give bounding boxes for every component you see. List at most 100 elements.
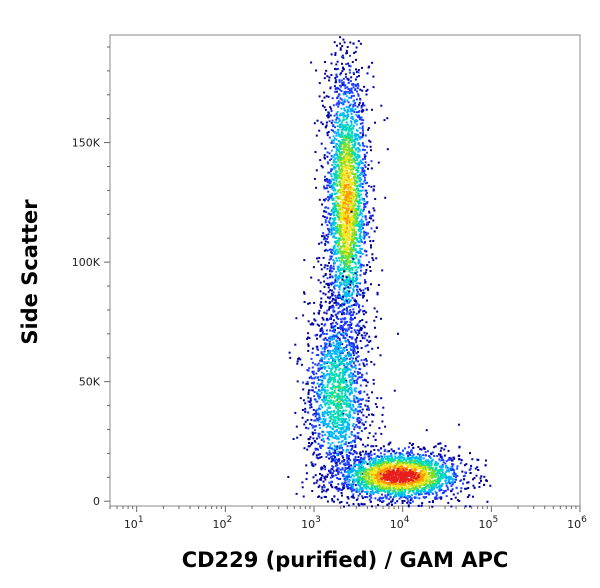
event-point — [340, 436, 343, 439]
event-point — [338, 212, 341, 215]
event-point — [317, 413, 320, 416]
event-point — [342, 237, 345, 240]
event-point — [353, 189, 356, 192]
event-point — [328, 194, 331, 197]
event-point — [346, 362, 349, 365]
event-point — [342, 229, 345, 231]
event-point — [329, 355, 332, 357]
event-point — [358, 421, 361, 424]
event-point — [319, 330, 322, 332]
event-point — [358, 179, 361, 182]
event-point — [351, 236, 354, 239]
event-point — [366, 405, 369, 408]
event-point — [329, 248, 332, 251]
event-point — [336, 116, 339, 119]
event-point — [341, 162, 344, 165]
event-point — [346, 86, 349, 89]
event-point — [347, 211, 350, 214]
event-point — [312, 371, 314, 374]
event-point — [310, 406, 313, 409]
event-point — [351, 234, 353, 237]
event-point — [330, 452, 332, 455]
event-point — [372, 75, 375, 78]
event-point — [349, 347, 352, 350]
event-point — [352, 276, 355, 279]
event-point — [345, 286, 347, 289]
event-point — [324, 293, 327, 296]
event-point — [328, 343, 331, 346]
event-point — [343, 225, 346, 228]
event-point — [337, 195, 340, 198]
event-point — [357, 202, 360, 205]
event-point — [357, 177, 360, 180]
event-point — [308, 442, 310, 444]
event-point — [359, 88, 362, 91]
event-point — [346, 253, 349, 256]
event-point — [344, 329, 347, 332]
event-point — [349, 368, 352, 371]
event-point — [326, 155, 329, 158]
event-point — [348, 342, 351, 345]
event-point — [354, 152, 357, 155]
event-point — [335, 87, 338, 90]
event-point — [365, 450, 368, 453]
event-point — [425, 485, 427, 488]
event-point — [359, 247, 362, 250]
event-point — [312, 476, 315, 479]
event-point — [369, 140, 372, 143]
event-point — [337, 490, 340, 492]
event-point — [320, 306, 322, 309]
event-point — [358, 127, 361, 129]
event-point — [343, 387, 346, 390]
event-point — [345, 261, 348, 264]
event-point — [322, 198, 325, 201]
event-point — [339, 453, 342, 456]
event-point — [367, 288, 370, 291]
event-point — [346, 423, 349, 426]
event-point — [330, 427, 333, 430]
event-point — [324, 391, 327, 394]
event-point — [351, 203, 354, 206]
event-point — [333, 168, 336, 171]
event-point — [339, 126, 341, 129]
event-point — [312, 381, 315, 384]
event-point — [330, 361, 333, 364]
event-point — [364, 271, 367, 274]
event-point — [347, 221, 350, 224]
event-point — [391, 492, 394, 495]
event-point — [337, 431, 340, 434]
event-point — [335, 374, 338, 377]
event-point — [324, 356, 327, 359]
event-point — [332, 329, 335, 332]
event-point — [349, 155, 352, 158]
event-point — [316, 392, 318, 395]
event-point — [331, 315, 334, 318]
event-point — [352, 94, 355, 97]
event-point — [374, 432, 377, 435]
event-point — [323, 486, 326, 489]
event-point — [331, 441, 334, 444]
event-point — [354, 338, 357, 341]
event-point — [377, 284, 380, 286]
event-point — [349, 65, 352, 68]
event-point — [302, 388, 305, 391]
event-point — [352, 241, 354, 244]
event-point — [360, 228, 363, 231]
event-point — [333, 500, 335, 503]
event-point — [352, 311, 355, 314]
event-point — [337, 237, 340, 240]
event-point — [352, 192, 355, 195]
event-point — [299, 358, 302, 361]
event-point — [341, 440, 344, 442]
event-point — [400, 496, 403, 499]
event-point — [349, 382, 352, 384]
event-point — [330, 110, 333, 112]
event-point — [322, 424, 325, 427]
event-point — [350, 327, 353, 330]
event-point — [345, 333, 348, 336]
event-point — [323, 332, 326, 335]
event-point — [370, 227, 373, 230]
event-point — [340, 489, 343, 491]
event-point — [348, 150, 351, 153]
event-point — [337, 131, 339, 134]
